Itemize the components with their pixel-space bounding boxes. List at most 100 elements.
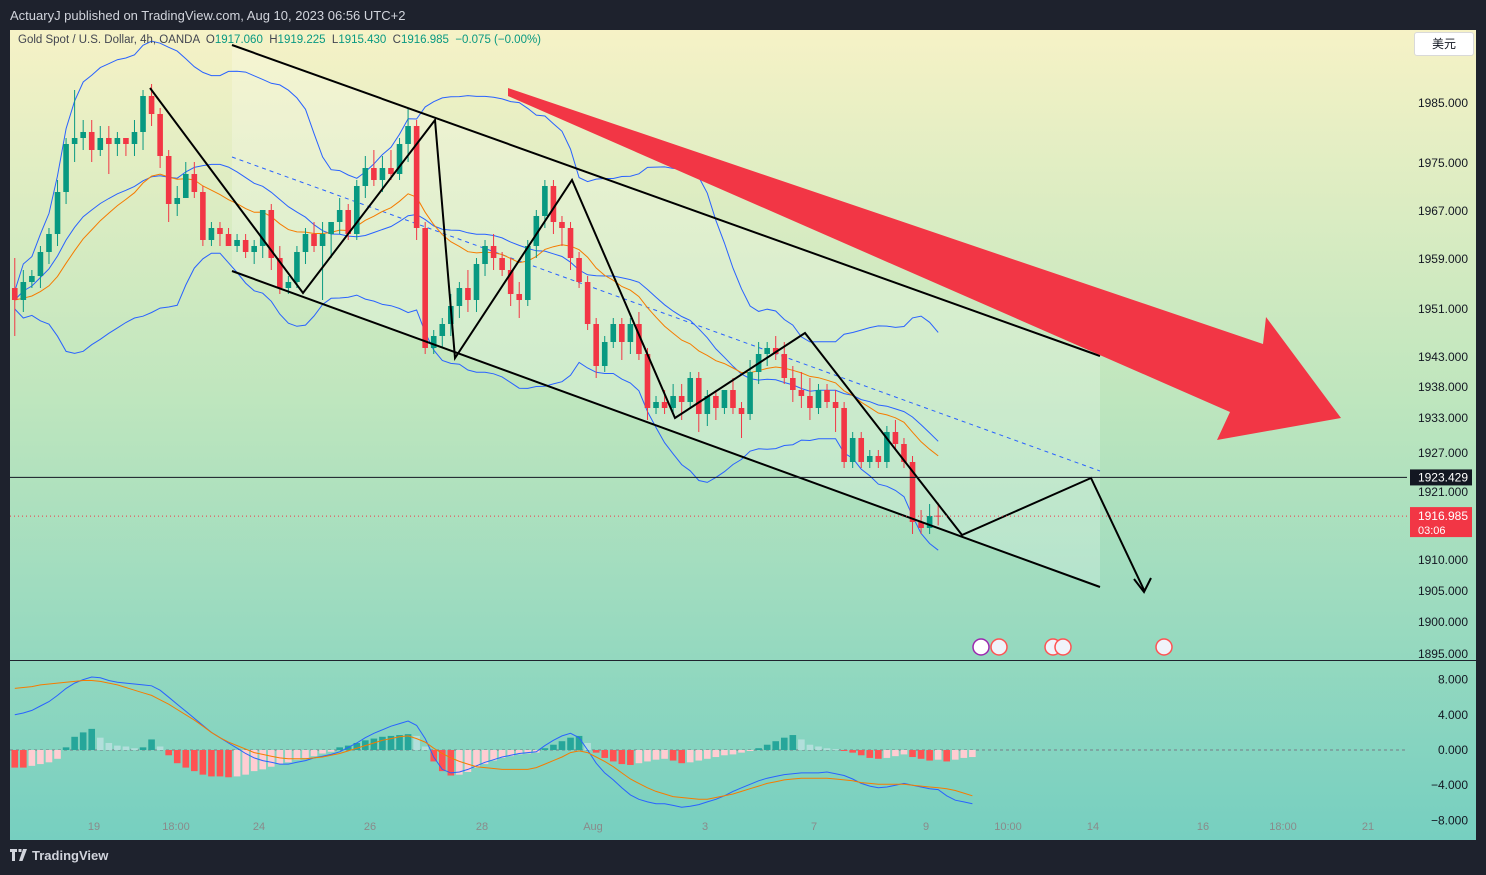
price-tick-label: 1895.000 — [1418, 647, 1468, 661]
macd-histogram-bar — [943, 750, 951, 762]
price-tick-label: 1905.000 — [1418, 584, 1468, 598]
candle-body — [490, 246, 497, 258]
candle-body — [234, 240, 240, 246]
candle-body — [542, 186, 548, 216]
price-axis[interactable]: 1985.000 1975.000 1967.000 1959.000 1951.000… — [1410, 96, 1472, 827]
time-axis[interactable]: 19 18:00 24 26 28 Aug 3 7 9 10:00 14 16 18:00 21 — [88, 821, 1374, 833]
candle-body — [37, 252, 44, 276]
macd-line — [14, 676, 973, 808]
macd-histogram-bar — [738, 750, 745, 753]
horizontal-line-label: 1923.429 — [1418, 470, 1468, 484]
macd-histogram-bar — [208, 750, 215, 777]
close-label: C — [392, 34, 401, 46]
macd-histogram-bar — [541, 748, 549, 750]
macd-histogram-bar — [507, 750, 514, 757]
macd-histogram-bar — [806, 744, 814, 750]
macd-histogram-bar — [404, 734, 412, 750]
macd-histogram-bar — [199, 750, 207, 775]
macd-pane[interactable] — [10, 676, 1407, 808]
macd-histogram-bar — [857, 750, 865, 756]
candle-body — [208, 228, 215, 240]
open-value: 1917.060 — [214, 34, 263, 46]
macd-histogram-bar — [686, 750, 694, 763]
macd-histogram-bar — [481, 750, 489, 765]
symbol-name: Gold Spot / U.S. Dollar, 4h, OANDA — [18, 34, 200, 46]
macd-histogram-bar — [319, 750, 326, 754]
candle-body — [764, 348, 770, 354]
macd-histogram-bar — [182, 750, 190, 768]
time-tick-label: 9 — [923, 821, 929, 833]
us-economic-event-icon — [990, 638, 1008, 656]
candle-body — [567, 228, 574, 258]
macd-histogram-bar — [601, 750, 609, 758]
macd-histogram-bar — [165, 750, 172, 756]
ohlc-legend: Gold Spot / U.S. Dollar, 4h, OANDA O1917… — [18, 34, 541, 46]
candle-body — [704, 396, 711, 414]
footer-brand: TradingView — [10, 848, 108, 863]
currency-button[interactable]: 美元 — [1414, 32, 1474, 56]
time-tick-label: 18:00 — [162, 821, 190, 833]
macd-histogram-bar — [969, 750, 976, 758]
change-value: −0.075 (−0.00%) — [455, 34, 542, 46]
chart-canvas[interactable]: 1985.000 1975.000 1967.000 1959.000 1951.000… — [10, 30, 1476, 840]
macd-histogram-bar — [883, 750, 891, 758]
macd-histogram-bar — [644, 750, 651, 762]
macd-histogram-bar — [447, 750, 455, 776]
macd-histogram-bar — [618, 750, 626, 765]
candle-body — [798, 390, 805, 396]
candle-body — [439, 324, 446, 336]
macd-tick-label: −8.000 — [1431, 813, 1468, 827]
time-tick-label: 7 — [811, 821, 817, 833]
candle-body — [422, 228, 428, 348]
candle-body — [721, 390, 728, 408]
candle-body — [88, 132, 95, 150]
candle-body — [379, 168, 386, 180]
macd-histogram-bar — [627, 750, 634, 765]
countdown-label: 03:06 — [1418, 525, 1446, 537]
macd-histogram-bar — [45, 750, 53, 763]
candle-body — [131, 132, 138, 144]
candle-body — [71, 138, 78, 144]
candle-body — [200, 192, 206, 240]
candle-body — [884, 432, 890, 462]
price-tick-label: 1985.000 — [1418, 96, 1468, 110]
candle-body — [875, 456, 882, 462]
candle-body — [63, 144, 69, 192]
candle-body — [473, 264, 480, 300]
macd-histogram-bar — [498, 750, 506, 758]
candle-body — [191, 174, 198, 192]
candle-body — [593, 324, 599, 366]
macd-histogram-bar — [575, 735, 583, 750]
candle-body — [678, 396, 685, 402]
chart-area[interactable]: 1985.000 1975.000 1967.000 1959.000 1951.000… — [10, 30, 1476, 840]
macd-histogram-bar — [276, 750, 284, 765]
macd-histogram-bar — [114, 745, 121, 750]
candle-body — [311, 234, 317, 246]
candle-body — [858, 438, 865, 462]
macd-histogram-bar — [669, 750, 677, 761]
candle-body — [687, 378, 694, 402]
candle-body — [866, 456, 873, 462]
candle-body — [713, 396, 719, 408]
price-pane[interactable] — [10, 40, 1407, 656]
candle-body — [781, 354, 788, 378]
macd-histogram-bar — [327, 750, 335, 752]
price-tick-label: 1943.000 — [1418, 350, 1468, 364]
candle-body — [918, 522, 924, 528]
candle-body — [148, 96, 155, 114]
candle-body — [627, 324, 634, 342]
candle-body — [20, 282, 27, 300]
price-tick-label: 1959.000 — [1418, 252, 1468, 266]
candle-body — [277, 258, 283, 288]
macd-signal-line — [14, 680, 973, 800]
macd-histogram-bar — [704, 750, 711, 759]
candle-body — [747, 372, 753, 414]
time-tick-label: 16 — [1197, 821, 1209, 833]
candle-body — [832, 402, 839, 408]
close-value: 1916.985 — [400, 34, 449, 46]
candle-body — [730, 390, 736, 408]
us-economic-event-icon — [1054, 638, 1072, 656]
macd-histogram-bar — [909, 750, 916, 758]
macd-histogram-bar — [216, 750, 224, 777]
macd-histogram-bar — [464, 750, 472, 772]
